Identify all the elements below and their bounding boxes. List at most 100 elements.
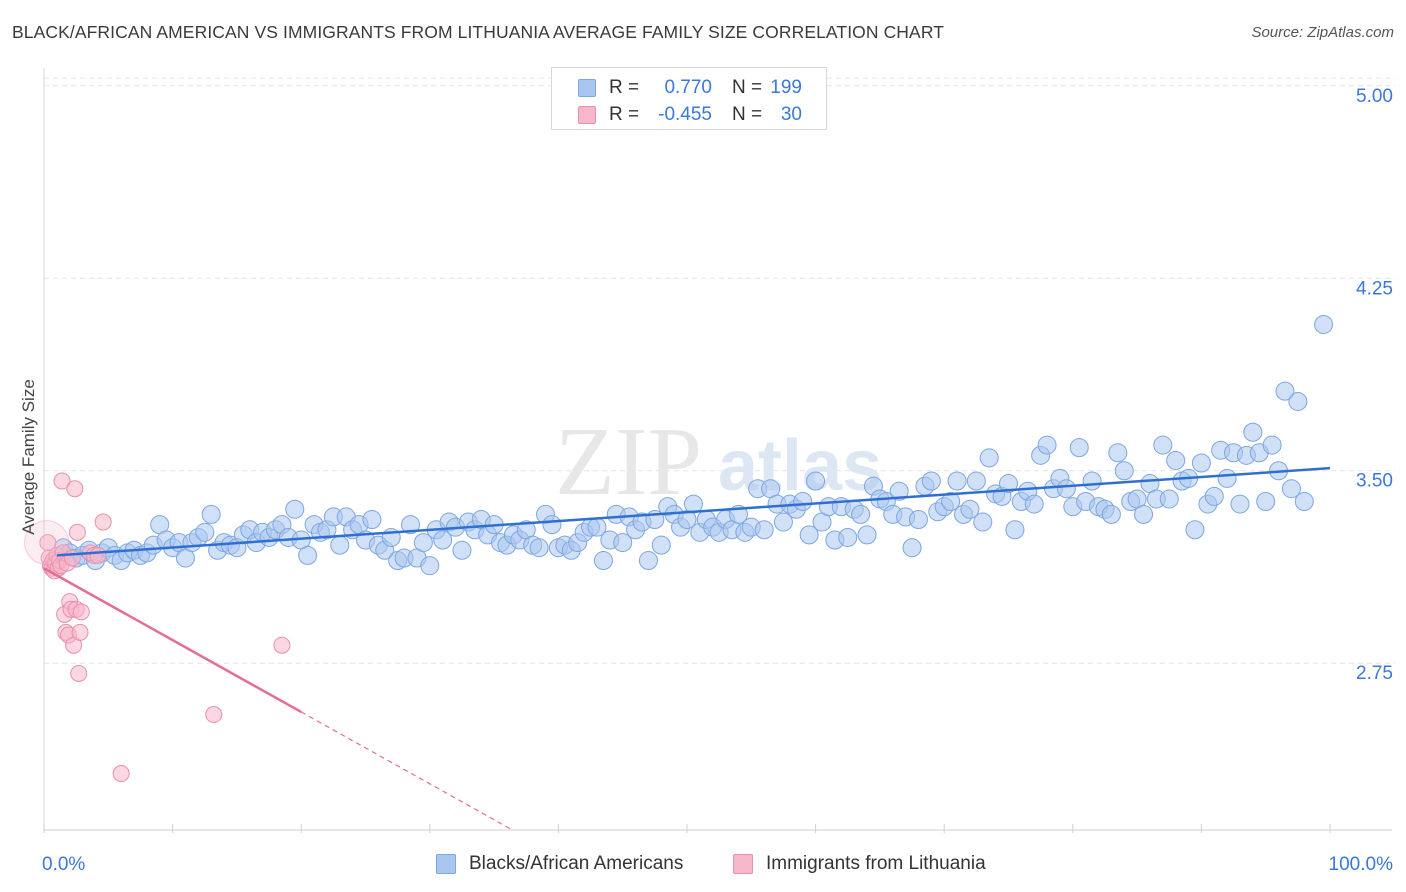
y-tick-label: 2.75: [1356, 663, 1393, 684]
blacks-point: [285, 499, 305, 519]
lithuania-point: [112, 765, 130, 783]
legend-r-value: -0.455: [658, 104, 712, 125]
y-tick-label: 4.25: [1356, 278, 1393, 299]
blacks-point: [1101, 504, 1121, 524]
blacks-point: [793, 492, 813, 512]
blacks-point: [902, 538, 922, 558]
blacks-point: [1230, 494, 1250, 514]
lithuania-point: [89, 546, 107, 564]
blacks-point: [1108, 443, 1128, 463]
lithuania-trend-line: [43, 567, 302, 714]
blacks-point: [420, 556, 440, 576]
blacks-point: [857, 525, 877, 545]
lithuania-trend-extension: [300, 711, 513, 831]
blacks-point: [806, 471, 826, 491]
watermark-zip: ZIP: [555, 408, 702, 516]
legend-n-label: N =: [732, 77, 763, 98]
blacks-point: [1314, 314, 1334, 334]
blacks-point: [452, 540, 472, 560]
y-tick-label: 3.50: [1356, 471, 1393, 492]
lithuania-point: [53, 472, 71, 490]
blacks-point: [298, 545, 318, 565]
blacks-point: [542, 515, 562, 535]
x-tick-label: 100.0%: [1329, 854, 1394, 875]
blacks-point: [1294, 492, 1314, 512]
blacks-point: [1114, 461, 1134, 481]
blacks-point: [1243, 422, 1263, 442]
blacks-point: [999, 474, 1018, 494]
blacks-point: [1281, 479, 1301, 499]
blacks-point: [889, 481, 909, 501]
blacks-point: [201, 504, 221, 524]
legend-n-label: N =: [732, 104, 763, 125]
blacks-point: [651, 535, 671, 555]
legend-label-blacks: Blacks/African Americans: [469, 853, 684, 874]
legend-r-value: 0.770: [664, 77, 712, 98]
blacks-point: [1204, 486, 1224, 506]
tick-labels: 2.75 3.50 4.25 5.00 0.0% 100.0% Average Family…: [19, 86, 1393, 875]
legend-swatch-blue: [578, 79, 596, 97]
lithuania-point: [205, 706, 223, 724]
blacks-point: [330, 535, 350, 555]
blacks-point: [973, 512, 993, 532]
blacks-point: [1056, 479, 1076, 499]
blacks-point: [966, 471, 986, 491]
blacks-point: [941, 492, 961, 512]
blacks-point: [1037, 435, 1057, 455]
legend-swatch-blue: [436, 854, 456, 874]
legend-label-lithuania: Immigrants from Lithuania: [766, 853, 986, 874]
legend-row-blacks: R = 0.770 N = 199: [552, 75, 826, 101]
blacks-point: [1082, 471, 1102, 491]
blacks-point: [413, 533, 433, 553]
lithuania-point: [24, 520, 70, 566]
blacks-point: [433, 530, 453, 550]
points: [24, 314, 1334, 783]
blacks-point: [529, 538, 549, 558]
blacks-point: [1069, 438, 1089, 458]
blacks-point: [1134, 504, 1154, 524]
blacks-point: [960, 499, 980, 519]
source-label: Source: ZipAtlas.com: [1251, 24, 1394, 41]
blacks-point: [1185, 520, 1205, 540]
lithuania-point: [71, 623, 89, 641]
blacks-point: [851, 504, 871, 524]
blacks-point: [908, 509, 928, 529]
legend-swatch-pink: [578, 106, 596, 124]
blacks-point: [1159, 489, 1179, 509]
blacks-point: [1166, 450, 1186, 470]
blacks-point: [195, 522, 215, 542]
blacks-point: [1256, 492, 1276, 512]
legend-swatch-pink: [733, 854, 753, 874]
blacks-point: [1288, 391, 1308, 411]
blacks-point: [683, 494, 703, 514]
y-axis-label: Average Family Size: [19, 379, 38, 535]
lithuania-point: [273, 636, 291, 654]
blacks-trend-line: [56, 466, 1331, 557]
blacks-point: [1262, 435, 1282, 455]
blacks-point: [638, 551, 658, 571]
blacks-point: [921, 471, 941, 491]
axes: [43, 68, 1392, 833]
blacks-point: [1275, 381, 1295, 401]
lithuania-point: [94, 513, 112, 531]
blacks-point: [754, 520, 774, 540]
legend-n-value: 199: [770, 77, 802, 98]
lithuania-point: [72, 603, 90, 621]
legend-r-label: R =: [609, 104, 640, 125]
blacks-point: [1005, 520, 1025, 540]
y-tick-label: 5.00: [1356, 86, 1393, 107]
lithuania-point: [66, 480, 84, 498]
blacks-point: [979, 448, 999, 468]
lithuania-point: [68, 523, 86, 541]
x-tick-label: 0.0%: [42, 854, 85, 875]
blacks-point: [613, 533, 633, 553]
stats-legend: R = 0.770 N = 199 R = -0.455 N = 30: [551, 67, 827, 130]
blacks-point: [1024, 494, 1044, 514]
blacks-point: [593, 551, 613, 571]
blacks-point: [1217, 468, 1237, 488]
legend-n-value: 30: [780, 104, 802, 125]
blacks-point: [947, 471, 967, 491]
lithuania-point: [70, 664, 88, 682]
legend-row-lithuania: R = -0.455 N = 30: [552, 102, 826, 128]
